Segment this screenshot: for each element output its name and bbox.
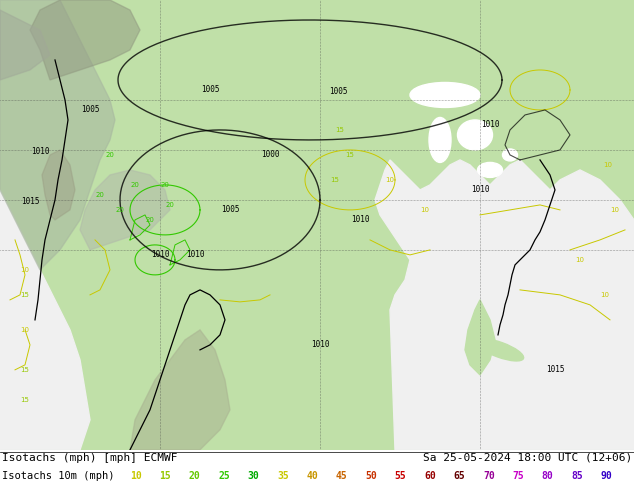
Text: 20: 20 [165,202,174,208]
Text: Isotachs (mph) [mph] ECMWF: Isotachs (mph) [mph] ECMWF [2,453,178,463]
Polygon shape [0,10,50,80]
Polygon shape [30,0,140,80]
Polygon shape [375,160,634,450]
Text: 1005: 1005 [81,105,100,115]
Polygon shape [80,170,170,250]
Text: 1010: 1010 [351,216,369,224]
Text: 1010: 1010 [151,250,169,259]
Text: 60: 60 [424,471,436,481]
Text: 1010: 1010 [481,121,499,129]
Text: 20: 20 [106,152,115,158]
Text: 1010: 1010 [471,185,489,195]
Text: 20: 20 [115,207,124,213]
Text: 10: 10 [20,267,30,273]
Text: 20: 20 [131,182,139,188]
Text: 15: 15 [335,127,344,133]
Text: 25: 25 [218,471,230,481]
Text: 1010: 1010 [311,341,329,349]
Text: 65: 65 [453,471,465,481]
Ellipse shape [503,149,517,161]
Text: 1000: 1000 [261,150,279,159]
Text: 10: 10 [576,257,585,263]
Text: 20: 20 [160,182,169,188]
Text: 55: 55 [395,471,406,481]
Ellipse shape [477,163,503,177]
Text: 45: 45 [336,471,347,481]
Text: 1015: 1015 [546,366,564,374]
Text: 50: 50 [365,471,377,481]
Text: 85: 85 [571,471,583,481]
Text: 15: 15 [20,397,29,403]
Text: 70: 70 [483,471,495,481]
Ellipse shape [410,82,480,107]
Text: 75: 75 [512,471,524,481]
Text: 10: 10 [611,207,619,213]
Text: 15: 15 [20,292,29,298]
Text: 10: 10 [600,292,609,298]
Text: 15: 15 [330,177,339,183]
Text: 1005: 1005 [329,87,347,97]
Text: 1005: 1005 [221,205,239,215]
Text: 30: 30 [248,471,259,481]
Text: 10: 10 [420,207,429,213]
Ellipse shape [429,118,451,163]
Ellipse shape [476,339,524,361]
Text: 15: 15 [159,471,171,481]
Polygon shape [130,330,230,450]
Text: 90: 90 [600,471,612,481]
Polygon shape [465,300,495,375]
Polygon shape [42,150,75,220]
Text: 40: 40 [306,471,318,481]
Text: 35: 35 [277,471,289,481]
Text: 1005: 1005 [201,85,219,95]
Text: 15: 15 [346,152,354,158]
Text: 15: 15 [20,367,29,373]
Text: 1015: 1015 [21,197,39,206]
Text: 10: 10 [604,162,612,168]
Text: Sa 25-05-2024 18:00 UTC (12+06): Sa 25-05-2024 18:00 UTC (12+06) [423,453,632,463]
Text: 10: 10 [130,471,142,481]
Polygon shape [0,0,115,270]
Text: Isotachs 10m (mph): Isotachs 10m (mph) [2,471,115,481]
Text: 20: 20 [146,217,155,223]
Text: 20: 20 [189,471,200,481]
Text: 1010: 1010 [31,147,49,156]
Polygon shape [0,190,90,450]
Text: 20: 20 [96,192,105,198]
Text: 10: 10 [385,177,394,183]
Text: 80: 80 [542,471,553,481]
Text: 10: 10 [20,327,30,333]
Text: 1010: 1010 [186,250,204,259]
Ellipse shape [458,120,493,150]
